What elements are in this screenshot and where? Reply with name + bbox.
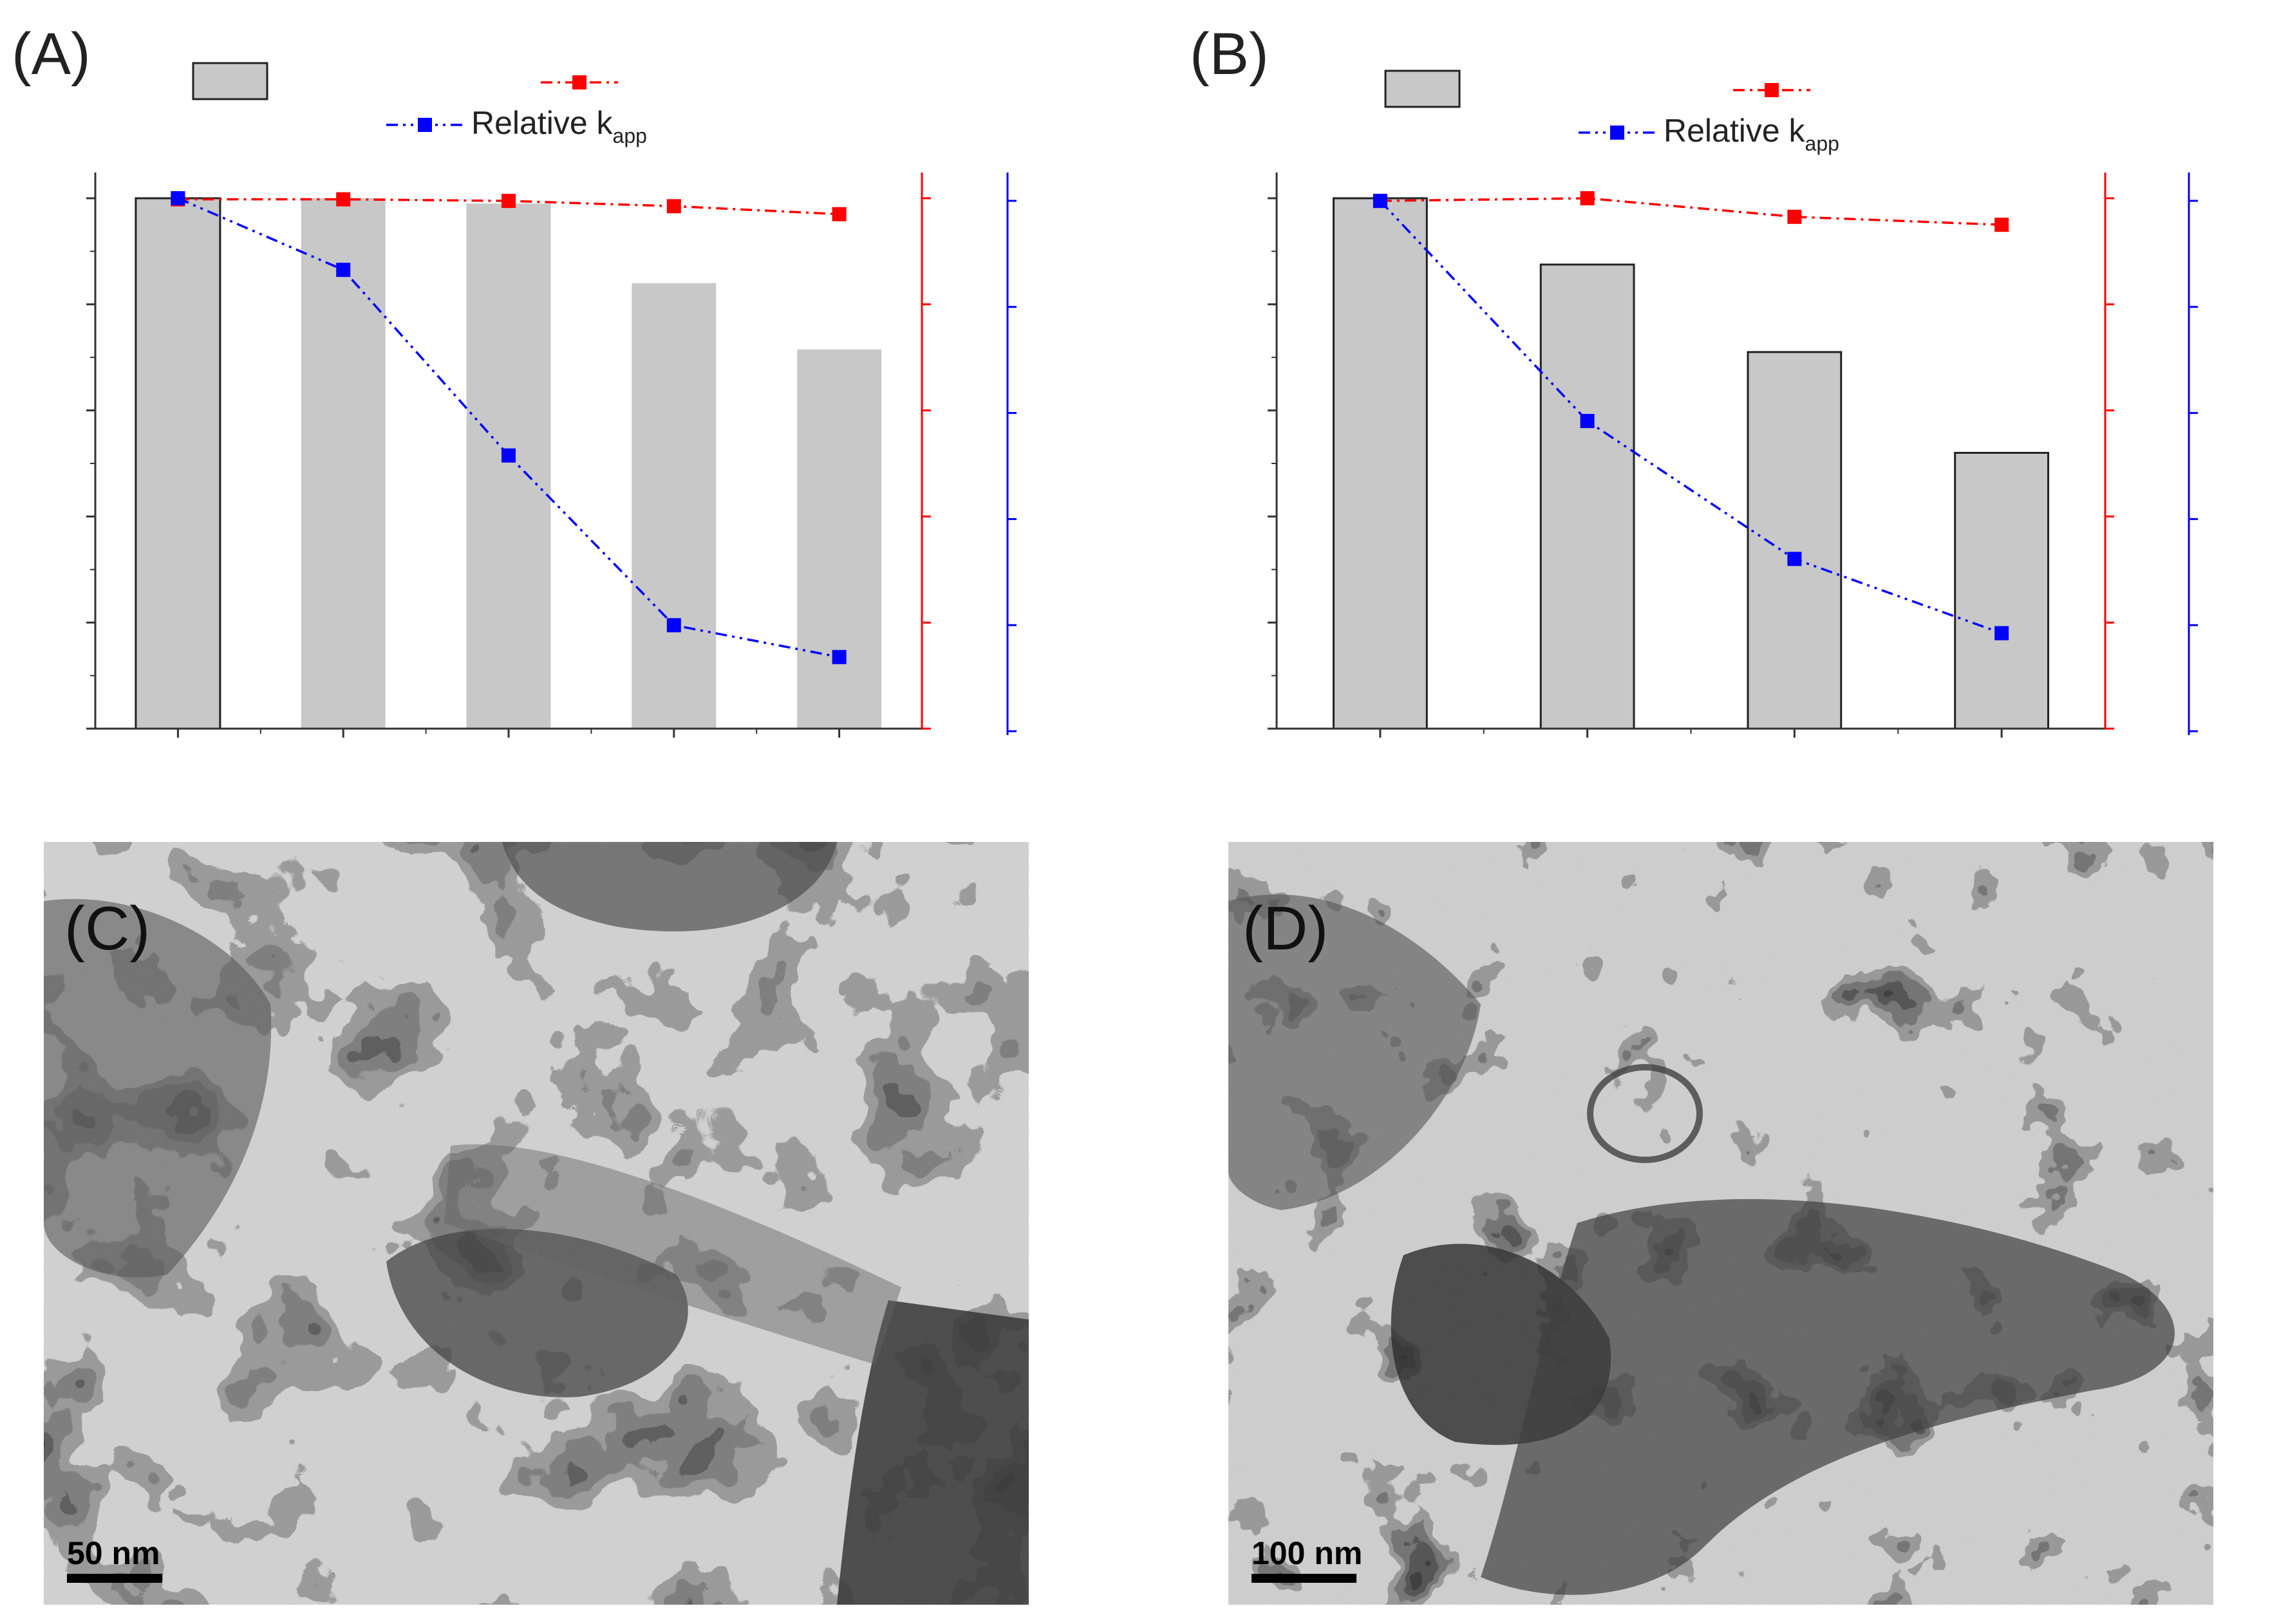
micrograph-c-grain: [44, 842, 1029, 1605]
chart-a-bar-5: [797, 349, 882, 729]
chart-a-an-selectivity-point-3: [502, 194, 516, 209]
chart-b-legend-blue-label-subscript: app: [1805, 132, 1839, 155]
chart-b-legend-red-marker: [1765, 83, 1779, 97]
chart-a-an-selectivity-point-2: [336, 192, 351, 207]
chart-a-relative-kapp-point-1: [171, 191, 185, 205]
scale-bar-c-label: 50 nm: [67, 1535, 160, 1571]
panel-label-d: (D): [1243, 894, 1328, 963]
chart-b-bar-4: [1954, 452, 2050, 730]
scale-bar-d-label: 100 nm: [1252, 1535, 1362, 1571]
panel-label-c: (C): [64, 894, 150, 963]
chart-a-relative-kapp-point-2: [336, 263, 351, 277]
chart-b-legend-blue-label-main: Relative k: [1664, 113, 1806, 149]
chart-a-legend-red-marker: [572, 75, 586, 89]
chart-b: Relative kapp: [1268, 70, 2198, 738]
chart-b-relative-kapp-line: [1379, 200, 2002, 635]
chart-a-bar-3: [466, 203, 551, 729]
chart-b-relative-kapp-point-2: [1580, 414, 1595, 429]
panel-label-a: (A): [12, 21, 91, 87]
micrograph-d: (D) 100 nm: [1228, 842, 2213, 1605]
panel-label-b: (B): [1190, 21, 1269, 87]
chart-a-legend-bar-swatch: [192, 62, 268, 100]
chart-b-legend-blue-marker: [1610, 126, 1624, 140]
chart-b-an-selectivity-point-4: [1994, 218, 2009, 232]
micrograph-c: (C) 50 nm: [44, 842, 1029, 1605]
chart-a-relative-kapp-point-3: [502, 448, 516, 463]
chart-a-legend-blue-label: Relative kapp: [471, 105, 647, 147]
chart-b-legend-blue-label: Relative kapp: [1664, 113, 1839, 155]
chart-b-bar-2: [1539, 263, 1635, 730]
chart-b-an-selectivity-line: [1380, 197, 2002, 226]
chart-b-relative-kapp-point-3: [1787, 552, 1802, 566]
chart-a-an-selectivity-point-4: [666, 199, 681, 214]
micrograph-d-grain: [1228, 842, 2213, 1605]
scale-bar-d: [1252, 1574, 1356, 1583]
chart-a-legend-blue-label-main: Relative k: [471, 105, 614, 141]
chart-b-bar-1: [1332, 197, 1428, 730]
chart-a-bar-4: [632, 283, 717, 729]
chart-a-bar-1: [135, 197, 221, 730]
chart-b-bar-3: [1747, 351, 1843, 730]
chart-b-an-selectivity-point-2: [1580, 191, 1595, 205]
chart-b-legend-bar-swatch: [1384, 70, 1461, 108]
chart-a-legend-blue-label-subscript: app: [613, 124, 647, 147]
chart-b-relative-kapp-point-1: [1373, 194, 1387, 209]
chart-a-legend-blue-marker: [418, 118, 432, 132]
scale-bar-c: [67, 1574, 162, 1583]
chart-b-an-selectivity-point-3: [1787, 209, 1802, 224]
chart-a-relative-kapp-point-5: [832, 649, 847, 664]
chart-a-bar-2: [301, 198, 386, 729]
chart-a-relative-kapp-point-4: [666, 618, 681, 633]
chart-a: Relative kapp: [86, 62, 1017, 738]
chart-a-an-selectivity-point-5: [832, 207, 847, 221]
chart-b-relative-kapp-point-4: [1994, 626, 2009, 640]
